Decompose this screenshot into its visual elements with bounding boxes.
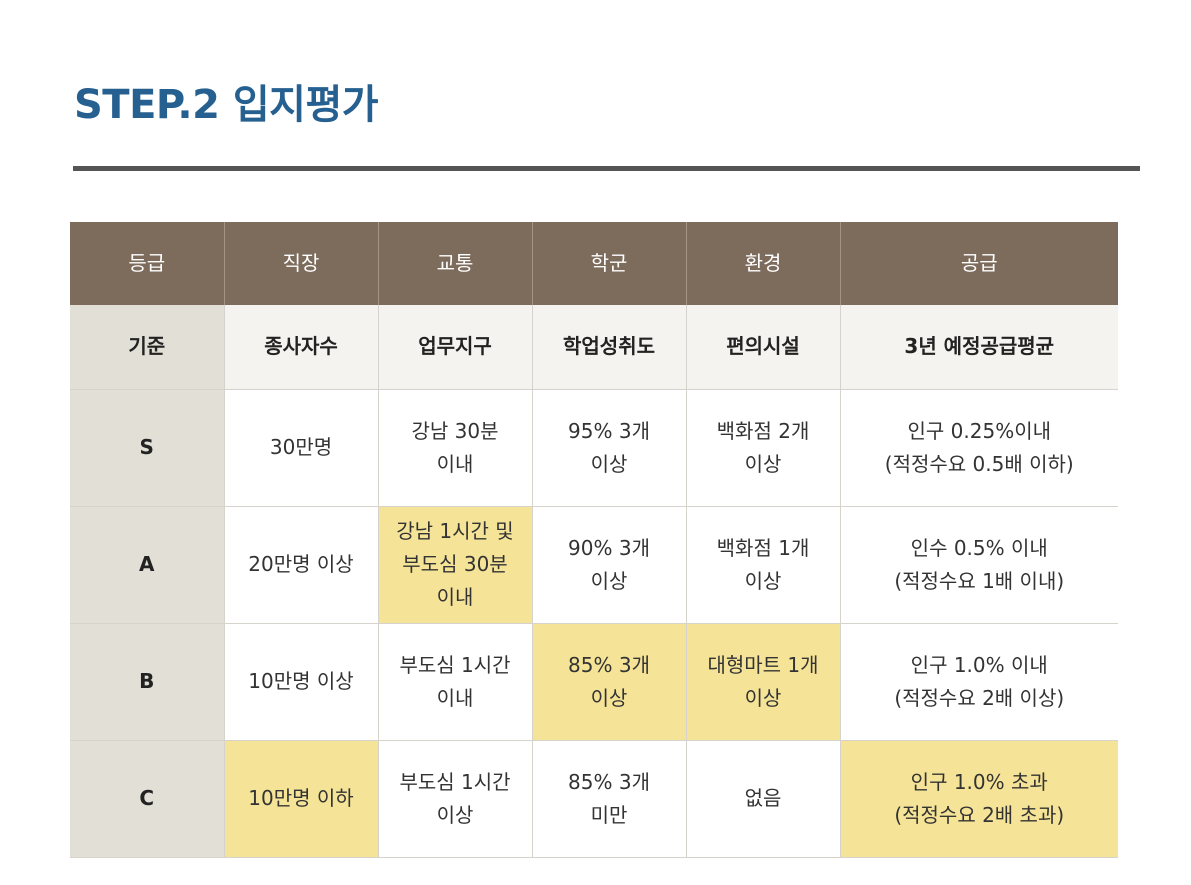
criteria-row: 기준 종사자수 업무지구 학업성취도 편의시설 3년 예정공급평균	[70, 305, 1118, 390]
cell-text: 10만명 이하	[248, 786, 354, 810]
column-header: 직장	[224, 222, 379, 305]
criteria-cell: 종사자수	[224, 305, 379, 390]
highlighted-cell: 인구 1.0% 초과 (적정수요 2배 초과)	[840, 740, 1118, 858]
table-header-row: 등급 직장 교통 학군 환경 공급	[70, 222, 1118, 305]
cell-text: 미만	[590, 802, 628, 827]
grade-cell: B	[70, 623, 225, 741]
column-header: 공급	[840, 222, 1118, 305]
cell-text: (적정수요 1배 이내)	[894, 568, 1065, 593]
table-cell: 인구 1.0% 이내 (적정수요 2배 이상)	[840, 623, 1118, 741]
cell-text: 30만명	[269, 435, 333, 459]
cell-text: 백화점 2개	[716, 418, 810, 443]
cell-text: 인구 1.0% 초과	[910, 769, 1048, 794]
grade-cell: S	[70, 389, 225, 507]
cell-text: 대형마트 1개	[707, 652, 819, 677]
title-divider	[73, 166, 1140, 171]
cell-text: 부도심 1시간	[399, 652, 511, 677]
cell-text: 부도심 1시간	[399, 769, 511, 794]
criteria-label: 기준	[70, 305, 225, 390]
column-header: 학군	[532, 222, 687, 305]
cell-text: 부도심 30분	[402, 552, 508, 576]
cell-text: 이내	[436, 451, 474, 476]
cell-text: 10만명 이상	[248, 669, 354, 693]
cell-text: 이상	[436, 802, 474, 827]
grade-cell: A	[70, 506, 225, 624]
cell-text: 20만명 이상	[248, 552, 354, 576]
cell-text: 85% 3개	[568, 769, 650, 794]
table-row: A 20만명 이상 강남 1시간 및 부도심 30분 이내 90% 3개 이상 백화점 1개 이…	[70, 506, 1118, 624]
cell-text: 이상	[744, 451, 782, 476]
table-cell: 20만명 이상	[224, 506, 379, 624]
cell-text: (적정수요 0.5배 이하)	[884, 451, 1074, 476]
cell-text: 인수 0.5% 이내	[910, 535, 1048, 560]
cell-text: (적정수요 2배 초과)	[894, 802, 1065, 827]
table-cell: 인수 0.5% 이내 (적정수요 1배 이내)	[840, 506, 1118, 624]
criteria-cell: 편의시설	[686, 305, 841, 390]
cell-text: 이상	[590, 451, 628, 476]
cell-text: 이상	[590, 685, 628, 710]
table-cell: 30만명	[224, 389, 379, 507]
table-cell: 인구 0.25%이내 (적정수요 0.5배 이하)	[840, 389, 1118, 507]
cell-text: 인구 0.25%이내	[907, 418, 1052, 443]
location-evaluation-table: 등급 직장 교통 학군 환경 공급 기준 종사자수 업무지구 학업성취도 편의시설 3년 예정공급평…	[70, 222, 1118, 858]
cell-text: 이상	[590, 568, 628, 593]
highlighted-cell: 10만명 이하	[224, 740, 379, 858]
criteria-cell: 학업성취도	[532, 305, 687, 390]
cell-text: 이상	[744, 568, 782, 593]
table-row: S 30만명 강남 30분 이내 95% 3개 이상 백화점 2개 이상 인구 0.25%이내(…	[70, 389, 1118, 507]
criteria-cell: 3년 예정공급평균	[840, 305, 1118, 390]
cell-text: 인구 1.0% 이내	[910, 652, 1048, 677]
column-header: 교통	[378, 222, 533, 305]
cell-text: 강남 1시간 및	[396, 519, 514, 543]
grade-cell: C	[70, 740, 225, 858]
table-cell: 10만명 이상	[224, 623, 379, 741]
cell-text: (적정수요 2배 이상)	[894, 685, 1065, 710]
cell-text: 이내	[436, 685, 474, 710]
criteria-cell: 업무지구	[378, 305, 533, 390]
cell-text: 85% 3개	[568, 652, 650, 677]
cell-text: 백화점 1개	[716, 535, 810, 560]
table-row: B 10만명 이상 부도심 1시간 이내 85% 3개 이상 대형마트 1개 이상 인구 1.0…	[70, 623, 1118, 741]
cell-text: 강남 30분	[411, 418, 499, 443]
cell-text: 이상	[744, 685, 782, 710]
cell-text: 이내	[436, 585, 474, 609]
table-cell: 없음	[686, 740, 841, 858]
column-header: 등급	[70, 222, 225, 305]
cell-text: 90% 3개	[568, 535, 650, 560]
page-title: STEP.2 입지평가	[74, 82, 379, 128]
column-header: 환경	[686, 222, 841, 305]
cell-text: 없음	[744, 786, 782, 810]
cell-text: 95% 3개	[568, 418, 650, 443]
table-row: C 10만명 이하 부도심 1시간 이상 85% 3개 미만 없음 인구 1.0% 초과 (적정…	[70, 740, 1118, 858]
